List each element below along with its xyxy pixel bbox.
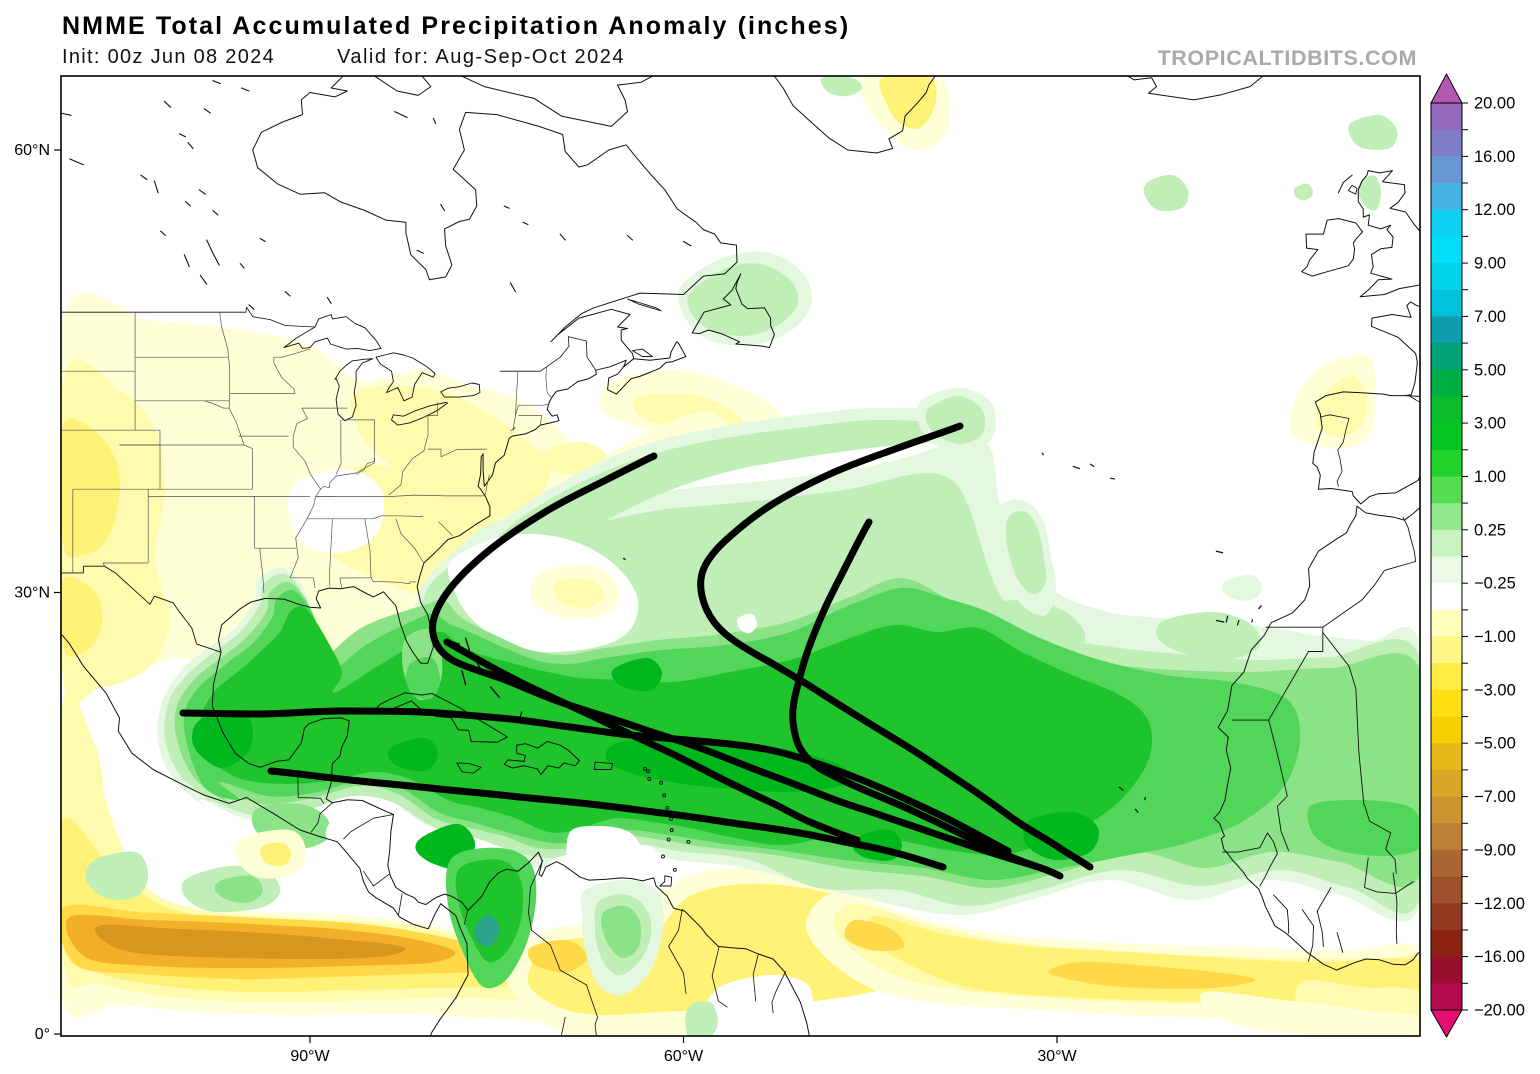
svg-text:5.00: 5.00 [1474,361,1506,379]
svg-text:−5.00: −5.00 [1474,735,1516,753]
svg-text:90°W: 90°W [290,1048,330,1065]
svg-text:16.00: 16.00 [1474,148,1515,166]
svg-text:−0.25: −0.25 [1474,575,1516,593]
svg-text:−9.00: −9.00 [1474,841,1516,859]
svg-text:60°N: 60°N [14,142,50,159]
svg-text:−20.00: −20.00 [1474,1002,1525,1020]
svg-text:9.00: 9.00 [1474,255,1506,273]
svg-text:−7.00: −7.00 [1474,788,1516,806]
svg-text:30°W: 30°W [1037,1048,1077,1065]
svg-text:60°W: 60°W [664,1048,704,1065]
svg-text:−12.00: −12.00 [1474,895,1525,913]
svg-text:30°N: 30°N [14,585,50,602]
svg-text:0°: 0° [35,1026,50,1043]
svg-text:1.00: 1.00 [1474,468,1506,486]
svg-text:12.00: 12.00 [1474,201,1515,219]
svg-text:7.00: 7.00 [1474,308,1506,326]
svg-text:−1.00: −1.00 [1474,628,1516,646]
svg-text:−3.00: −3.00 [1474,681,1516,699]
svg-text:20.00: 20.00 [1474,95,1515,113]
svg-text:0.25: 0.25 [1474,521,1506,539]
svg-text:3.00: 3.00 [1474,415,1506,433]
svg-text:−16.00: −16.00 [1474,948,1525,966]
